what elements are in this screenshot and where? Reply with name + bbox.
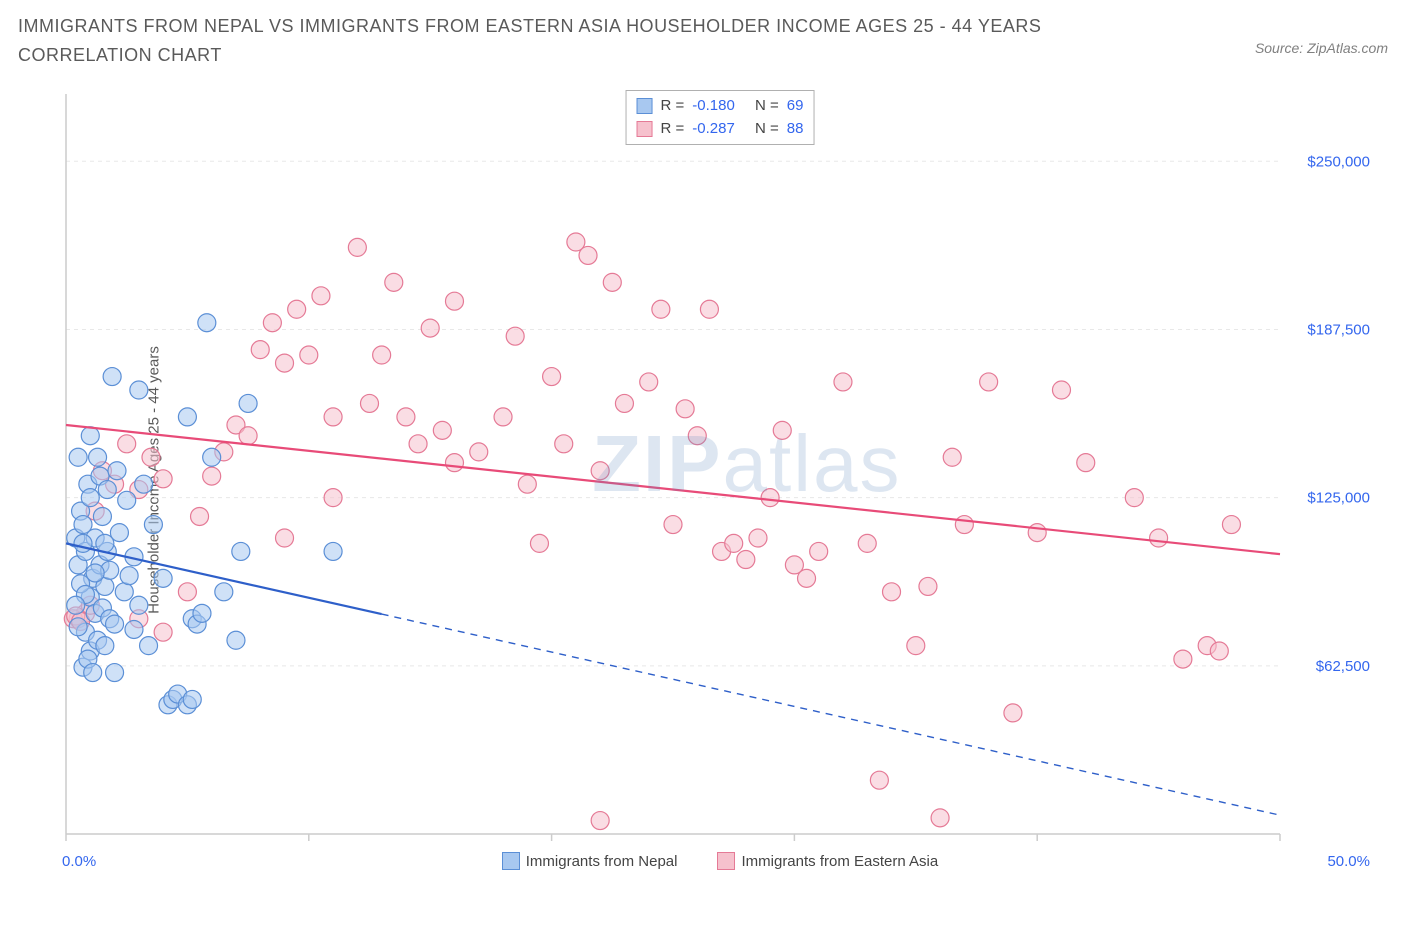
stats-row-nepal: R = -0.180 N = 69	[637, 95, 804, 118]
scatter-plot-svg: $62,500 $125,000 $187,500 $250,000	[60, 90, 1380, 870]
svg-text:$187,500: $187,500	[1307, 321, 1370, 338]
svg-text:$250,000: $250,000	[1307, 153, 1370, 170]
swatch-easia	[637, 121, 653, 137]
source-label: Source: ZipAtlas.com	[1255, 40, 1388, 56]
legend-swatch-easia	[717, 852, 735, 870]
header: IMMIGRANTS FROM NEPAL VS IMMIGRANTS FROM…	[0, 0, 1406, 70]
swatch-nepal	[637, 98, 653, 114]
r-label: R =	[661, 95, 685, 118]
legend-swatch-nepal	[502, 852, 520, 870]
plot-area: Householder Income Ages 25 - 44 years R …	[50, 90, 1390, 870]
n-val-easia: 88	[787, 118, 804, 141]
svg-text:$125,000: $125,000	[1307, 490, 1370, 507]
legend-label-easia: Immigrants from Eastern Asia	[741, 853, 938, 870]
x-max-label: 50.0%	[1327, 853, 1370, 870]
legend-item-nepal: Immigrants from Nepal	[502, 852, 678, 870]
n-val-nepal: 69	[787, 95, 804, 118]
stats-row-easia: R = -0.287 N = 88	[637, 118, 804, 141]
r-val-nepal: -0.180	[692, 95, 735, 118]
svg-text:$62,500: $62,500	[1316, 658, 1370, 675]
r-label2: R =	[661, 118, 685, 141]
legend-item-easia: Immigrants from Eastern Asia	[717, 852, 938, 870]
bottom-legend: 0.0% Immigrants from Nepal Immigrants fr…	[50, 852, 1390, 870]
n-label2: N =	[755, 118, 779, 141]
x-min-label: 0.0%	[62, 853, 96, 870]
stats-box: R = -0.180 N = 69 R = -0.287 N = 88	[626, 90, 815, 145]
chart-title: IMMIGRANTS FROM NEPAL VS IMMIGRANTS FROM…	[18, 12, 1118, 70]
r-val-easia: -0.287	[692, 118, 735, 141]
legend-label-nepal: Immigrants from Nepal	[526, 853, 678, 870]
n-label: N =	[755, 95, 779, 118]
